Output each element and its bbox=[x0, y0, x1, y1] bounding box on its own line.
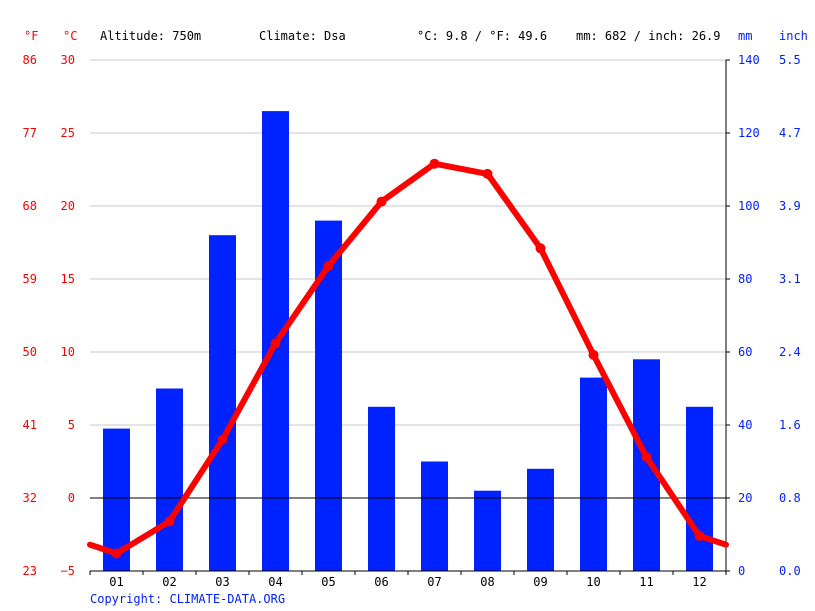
temperature-point-05 bbox=[323, 260, 334, 271]
inch-tick-label: 3.1 bbox=[779, 272, 801, 286]
celsius-tick-label: 15 bbox=[61, 272, 75, 286]
unit-celsius-label: °C bbox=[63, 29, 77, 43]
precipitation-bar-07 bbox=[421, 461, 448, 571]
celsius-tick-label: 30 bbox=[61, 53, 75, 67]
precipitation-bar-09 bbox=[527, 468, 554, 571]
month-tick-label: 12 bbox=[692, 575, 706, 589]
unit-fahrenheit-label: °F bbox=[24, 29, 38, 43]
celsius-tick-label: 5 bbox=[68, 418, 75, 432]
unit-mm-label: mm bbox=[738, 29, 752, 43]
temperature-point-07 bbox=[429, 158, 440, 169]
mm-tick-label: 20 bbox=[738, 491, 752, 505]
precipitation-bar-06 bbox=[368, 406, 395, 572]
tick-labels: −5 23 0 32 5 41 10 50 15 59 20 68 25 77 30 86 0 0.0 20 0.8 4… bbox=[23, 53, 801, 589]
inch-tick-label: 0.8 bbox=[779, 491, 801, 505]
fahrenheit-tick-label: 23 bbox=[23, 564, 37, 578]
inch-tick-label: 1.6 bbox=[779, 418, 801, 432]
inch-tick-label: 2.4 bbox=[779, 345, 801, 359]
month-tick-label: 01 bbox=[109, 575, 123, 589]
temperature-summary: °C: 9.8 / °F: 49.6 bbox=[417, 29, 547, 43]
temperature-point-10 bbox=[588, 349, 599, 360]
temperature-point-04 bbox=[270, 338, 281, 349]
temperature-point-01 bbox=[111, 548, 122, 559]
celsius-tick-label: 10 bbox=[61, 345, 75, 359]
temperature-point-03 bbox=[217, 434, 228, 445]
temperature-point-02 bbox=[164, 516, 175, 527]
temperature-point-09 bbox=[535, 243, 546, 254]
climate-label: Climate: Dsa bbox=[259, 29, 346, 43]
mm-tick-label: 120 bbox=[738, 126, 760, 140]
fahrenheit-tick-label: 41 bbox=[23, 418, 37, 432]
mm-tick-label: 0 bbox=[738, 564, 745, 578]
month-tick-label: 06 bbox=[374, 575, 388, 589]
copyright-link[interactable]: Copyright: CLIMATE-DATA.ORG bbox=[90, 592, 285, 606]
inch-tick-label: 3.9 bbox=[779, 199, 801, 213]
mm-tick-label: 80 bbox=[738, 272, 752, 286]
celsius-tick-label: −5 bbox=[61, 564, 75, 578]
temperature-point-11 bbox=[641, 452, 652, 463]
precipitation-bar-12 bbox=[686, 406, 713, 572]
mm-tick-label: 60 bbox=[738, 345, 752, 359]
precipitation-bar-05 bbox=[315, 220, 342, 571]
unit-inch-label: inch bbox=[779, 29, 808, 43]
fahrenheit-tick-label: 59 bbox=[23, 272, 37, 286]
month-tick-label: 02 bbox=[162, 575, 176, 589]
month-tick-label: 11 bbox=[639, 575, 653, 589]
mm-tick-label: 140 bbox=[738, 53, 760, 67]
inch-tick-label: 5.5 bbox=[779, 53, 801, 67]
month-tick-label: 07 bbox=[427, 575, 441, 589]
temperature-polyline bbox=[87, 160, 729, 557]
precipitation-bar-02 bbox=[156, 388, 183, 571]
month-tick-label: 10 bbox=[586, 575, 600, 589]
fahrenheit-tick-label: 50 bbox=[23, 345, 37, 359]
mm-tick-label: 40 bbox=[738, 418, 752, 432]
temperature-point-06 bbox=[376, 196, 387, 207]
fahrenheit-tick-label: 32 bbox=[23, 491, 37, 505]
temperature-point-08 bbox=[482, 168, 493, 179]
inch-tick-label: 4.7 bbox=[779, 126, 801, 140]
inch-tick-label: 0.0 bbox=[779, 564, 801, 578]
mm-tick-label: 100 bbox=[738, 199, 760, 213]
precipitation-bar-10 bbox=[580, 377, 607, 571]
fahrenheit-tick-label: 68 bbox=[23, 199, 37, 213]
fahrenheit-tick-label: 86 bbox=[23, 53, 37, 67]
month-tick-label: 04 bbox=[268, 575, 282, 589]
month-tick-label: 05 bbox=[321, 575, 335, 589]
precipitation-bar-03 bbox=[209, 235, 236, 571]
temperature-line bbox=[87, 158, 729, 559]
precipitation-summary: mm: 682 / inch: 26.9 bbox=[576, 29, 721, 43]
month-tick-label: 03 bbox=[215, 575, 229, 589]
celsius-tick-label: 0 bbox=[68, 491, 75, 505]
axes bbox=[89, 59, 730, 575]
fahrenheit-tick-label: 77 bbox=[23, 126, 37, 140]
grid-lines bbox=[90, 59, 726, 426]
celsius-tick-label: 25 bbox=[61, 126, 75, 140]
celsius-tick-label: 20 bbox=[61, 199, 75, 213]
month-tick-label: 09 bbox=[533, 575, 547, 589]
altitude-label: Altitude: 750m bbox=[100, 29, 201, 43]
precipitation-bar-11 bbox=[633, 359, 660, 571]
precipitation-bar-08 bbox=[474, 490, 501, 571]
month-tick-label: 08 bbox=[480, 575, 494, 589]
temperature-point-12 bbox=[694, 531, 705, 541]
